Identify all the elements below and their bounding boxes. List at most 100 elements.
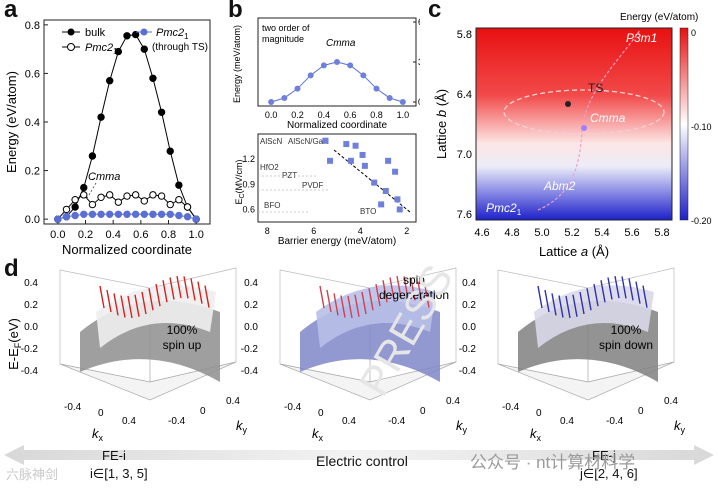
a-point-0 <box>140 45 148 53</box>
bt-point <box>281 95 288 101</box>
label-hfo2: HfO2 <box>260 163 279 172</box>
d-ky-label: ky <box>236 418 248 435</box>
c-xtick-label: 4.8 <box>504 227 519 239</box>
chart-b-bottom: EC(MV/cm) Barrier energy (meV/atom) 0.60… <box>234 133 417 247</box>
d-spin-arrow <box>396 275 402 299</box>
chart-b-top-yticks: 0 3 6 <box>413 17 420 107</box>
chart-c-xticks: 4.6 4.8 5.0 5.2 5.4 5.6 5.8 <box>474 227 669 239</box>
d-spin-arrow <box>361 291 367 315</box>
a-point-2 <box>80 210 88 218</box>
a-point-1 <box>114 198 123 206</box>
chart-a-annotation-cmma: Cmma <box>88 171 120 183</box>
a-point-1 <box>157 192 166 200</box>
a-xtick-label: 0.6 <box>133 229 148 241</box>
label-bto: BTO <box>360 207 376 216</box>
bt-xtick-label: 0.2 <box>291 110 304 120</box>
c-xtick-label: 5.0 <box>534 227 549 239</box>
bb-xtick-label: 8 <box>265 226 270 236</box>
a-point-1 <box>97 193 105 201</box>
d-spin-arrow <box>120 295 126 318</box>
d-kx-tick: 0.4 <box>122 416 136 427</box>
label-pzt: PZT <box>282 171 297 180</box>
bb-point <box>385 157 392 164</box>
d-ky-tick: 0.4 <box>664 396 678 407</box>
a-point-1 <box>71 196 79 204</box>
a-point-2 <box>140 210 148 218</box>
bt-ytick-label: 3 <box>418 57 420 67</box>
d-box-3: 0.4 0.2 0.0 -0.2 -0.4 -0.4 0 0.4 -0.4 0 0.4 kx ky <box>459 267 686 442</box>
a-xtick-label: 0.4 <box>106 229 121 241</box>
d-box-floor <box>59 361 237 401</box>
a-xtick-label: 0.2 <box>78 229 93 241</box>
a-point-2 <box>192 215 200 223</box>
a-point-2 <box>106 210 114 218</box>
fe-i-title: FE-i <box>102 448 126 463</box>
bb-point <box>394 196 401 203</box>
chart-b-top-series <box>268 59 406 105</box>
a-point-2 <box>131 210 140 218</box>
d-spin-arrow <box>162 280 168 303</box>
d-spin-arrow <box>600 280 606 303</box>
a-xtick-label: 1.0 <box>189 229 204 241</box>
d-spin-arrow <box>403 276 409 299</box>
label-pmc21: Pmc21 <box>486 201 522 217</box>
a-ytick-label: 0.0 <box>25 214 40 226</box>
bt-xtick-label: 0.0 <box>265 110 278 120</box>
d-spin-arrow <box>586 288 592 311</box>
d-spin-arrow <box>347 295 353 319</box>
a-point-0 <box>157 108 166 116</box>
chart-b-top-annotation: two order of magnitude <box>262 23 310 44</box>
chart-b-bottom-points <box>322 137 403 213</box>
bt-xtick-label: 0.6 <box>344 110 357 120</box>
c-ytick-label: 7.6 <box>457 209 472 221</box>
d-ky-tick: 0.4 <box>226 396 240 407</box>
chart-b-top-xticks: 0.0 0.2 0.4 0.6 0.8 1.0 <box>265 110 409 120</box>
legend-through-ts: (through TS) <box>152 42 208 53</box>
a-point-0 <box>131 30 140 39</box>
bb-point <box>343 141 350 148</box>
chart-b-top: Energy (meV/atom) Normalized coordinate … <box>232 17 420 130</box>
d-spin-arrow <box>593 283 599 307</box>
colorbar-ticks: 0 -0.10 -0.20 <box>691 28 712 226</box>
d-ztick-label: -0.4 <box>459 366 477 377</box>
bt-line <box>271 61 403 103</box>
d-ky-tick: -0.4 <box>606 416 624 427</box>
c-xtick-label: 5.6 <box>624 227 639 239</box>
d-spin-arrow <box>183 276 189 299</box>
bb-point <box>396 206 403 213</box>
d-band-middle <box>534 285 654 348</box>
d-ky-label: ky <box>674 418 686 435</box>
d-ztick-label: 0.2 <box>244 300 258 311</box>
d-ky-tick: -0.4 <box>168 416 186 427</box>
chart-b-bottom-guides <box>258 175 328 213</box>
chart-a-series <box>54 30 200 223</box>
d-spin-arrow <box>565 295 571 319</box>
fe-i-sub: i∈[1, 3, 5] <box>90 466 148 481</box>
bb-point <box>361 162 368 169</box>
legend-pmc2: Pmc2 <box>85 42 113 54</box>
panel-label-b: b <box>228 0 243 23</box>
d-spin-arrow <box>340 295 346 318</box>
a-point-1 <box>80 191 88 199</box>
d-kx-label: kx <box>530 426 542 442</box>
electric-control-arrow <box>4 445 714 465</box>
d-spin-arrow <box>113 293 119 316</box>
d-spin-arrow <box>410 278 416 301</box>
d-spin-arrow <box>190 278 196 301</box>
d-box-1: 0.4 0.2 0.0 -0.2 -0.4 -0.4 0 0.4 -0.4 0 0.4 kx ky <box>21 267 248 442</box>
chart-c-xlabel: Lattice a (Å) <box>539 244 609 259</box>
d-spin-arrow <box>579 291 585 315</box>
bt-point <box>307 72 314 79</box>
chart-b-bottom-xlabel: Barrier energy (meV/atom) <box>278 236 396 247</box>
d-ztick-label: -0.4 <box>241 366 259 377</box>
d-kx-tick: 0 <box>98 408 104 419</box>
d-spin-arrow <box>424 285 430 308</box>
d-spin-arrow <box>544 289 550 313</box>
d-ztick-label: -0.4 <box>21 366 39 377</box>
a-point-1 <box>149 191 157 199</box>
d-ztick-label: 0.0 <box>24 322 38 333</box>
colorbar-tick-label: 0 <box>691 28 696 38</box>
chart-a-ylabel: Energy (eV/atom) <box>4 71 19 173</box>
chart-b-bottom-xticks: 8 6 4 2 <box>265 226 409 236</box>
a-point-1 <box>123 192 131 200</box>
